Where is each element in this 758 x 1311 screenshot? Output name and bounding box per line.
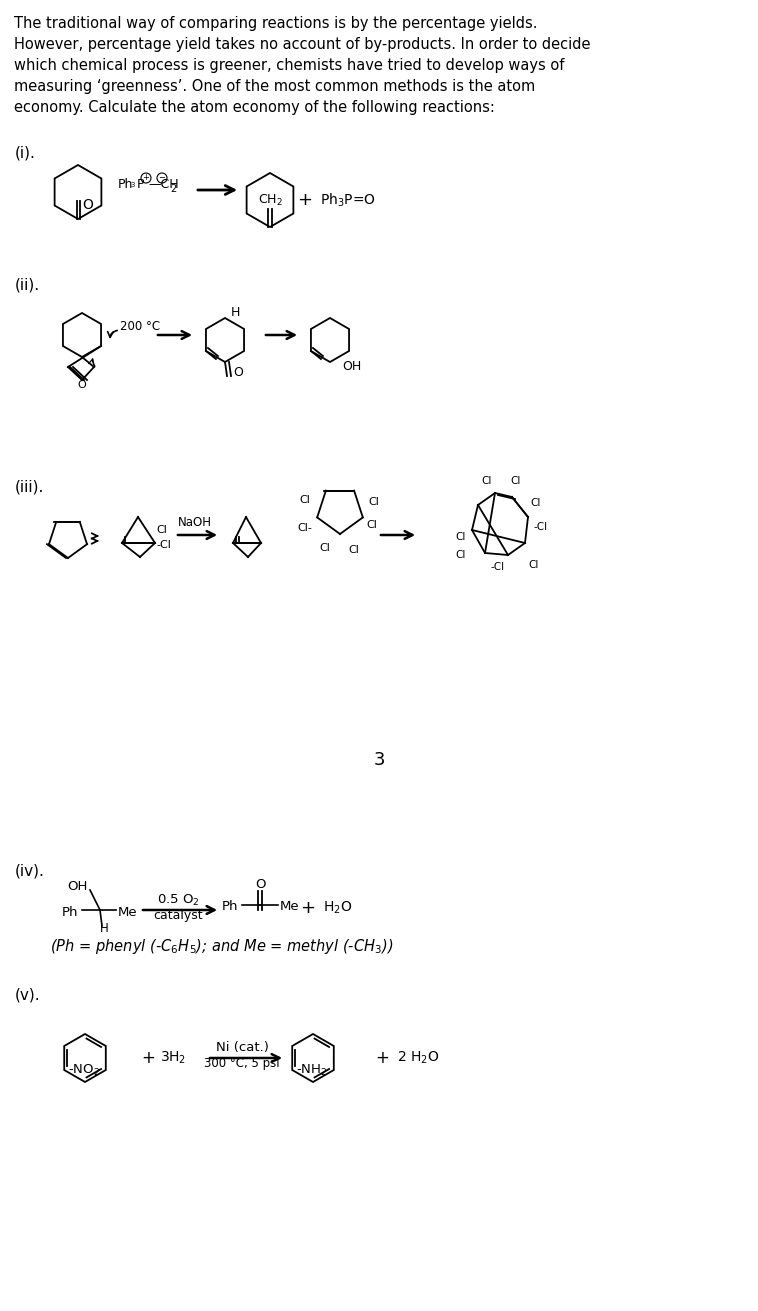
Text: +: +	[375, 1049, 389, 1067]
Text: 2 H$_2$O: 2 H$_2$O	[397, 1050, 440, 1066]
Text: Cl: Cl	[528, 560, 538, 570]
Text: measuring ‘greenness’. One of the most common methods is the atom: measuring ‘greenness’. One of the most c…	[14, 79, 535, 94]
Text: 200 °C: 200 °C	[120, 320, 160, 333]
Text: +: +	[143, 173, 149, 182]
Text: -NO$_2$: -NO$_2$	[68, 1062, 100, 1078]
Text: (iv).: (iv).	[15, 863, 45, 878]
Text: The traditional way of comparing reactions is by the percentage yields.: The traditional way of comparing reactio…	[14, 16, 537, 31]
Text: Cl: Cl	[481, 476, 492, 486]
Text: Cl: Cl	[456, 532, 466, 541]
Text: Cl: Cl	[368, 497, 379, 507]
Text: Cl: Cl	[319, 543, 330, 553]
Text: 2: 2	[170, 184, 177, 194]
Text: 0.5 O$_2$: 0.5 O$_2$	[157, 893, 199, 907]
Text: (iii).: (iii).	[15, 480, 45, 496]
Text: OH: OH	[67, 880, 88, 893]
Text: P: P	[137, 178, 145, 191]
Text: Ni (cat.): Ni (cat.)	[215, 1041, 268, 1054]
Text: $_3$: $_3$	[130, 180, 136, 190]
Text: Cl: Cl	[510, 476, 521, 486]
Text: Cl: Cl	[530, 498, 540, 507]
Text: −: −	[158, 173, 165, 182]
Text: (ii).: (ii).	[15, 278, 40, 292]
Text: However, percentage yield takes no account of by-products. In order to decide: However, percentage yield takes no accou…	[14, 37, 590, 52]
Text: O: O	[255, 878, 265, 891]
Text: H$_2$O: H$_2$O	[323, 899, 352, 916]
Text: (Ph = phenyl (-C$_6$H$_5$); and Me = methyl (-CH$_3$)): (Ph = phenyl (-C$_6$H$_5$); and Me = met…	[50, 937, 393, 957]
Text: —CH: —CH	[148, 178, 179, 191]
Text: 3: 3	[373, 751, 385, 770]
Text: Me: Me	[118, 906, 138, 919]
Text: OH: OH	[342, 361, 362, 374]
Text: Cl: Cl	[366, 520, 377, 530]
Text: Cl: Cl	[156, 524, 167, 535]
Text: 3H$_2$: 3H$_2$	[160, 1050, 186, 1066]
Text: Ph$_3$P=O: Ph$_3$P=O	[320, 191, 376, 208]
Text: -Cl: -Cl	[491, 562, 505, 572]
Text: -Cl: -Cl	[534, 522, 548, 532]
Text: Ph: Ph	[61, 906, 78, 919]
Text: which chemical process is greener, chemists have tried to develop ways of: which chemical process is greener, chemi…	[14, 58, 565, 73]
Text: +: +	[297, 191, 312, 208]
Text: H: H	[100, 922, 108, 935]
Text: NaOH: NaOH	[178, 515, 212, 528]
Text: Cl: Cl	[299, 496, 310, 505]
Text: economy. Calculate the atom economy of the following reactions:: economy. Calculate the atom economy of t…	[14, 100, 495, 115]
Text: Cl: Cl	[456, 551, 466, 560]
Text: (v).: (v).	[15, 988, 41, 1003]
Text: H: H	[230, 305, 240, 319]
Text: 300 °C, 5 psi: 300 °C, 5 psi	[204, 1058, 280, 1071]
Text: O: O	[77, 380, 86, 389]
Text: Cl-: Cl-	[297, 523, 312, 534]
Text: Ph: Ph	[118, 178, 133, 191]
Text: -NH$_2$: -NH$_2$	[296, 1062, 327, 1078]
Text: Cl: Cl	[348, 545, 359, 555]
Text: Me: Me	[280, 901, 299, 914]
Text: catalyst: catalyst	[153, 909, 203, 922]
Text: +: +	[300, 899, 315, 916]
Text: +: +	[141, 1049, 155, 1067]
Text: O: O	[233, 366, 243, 379]
Text: -Cl: -Cl	[156, 540, 171, 551]
Text: CH$_2$: CH$_2$	[258, 193, 283, 207]
Text: O: O	[82, 198, 93, 212]
Text: Ph: Ph	[221, 901, 238, 914]
Text: (i).: (i).	[15, 146, 36, 160]
